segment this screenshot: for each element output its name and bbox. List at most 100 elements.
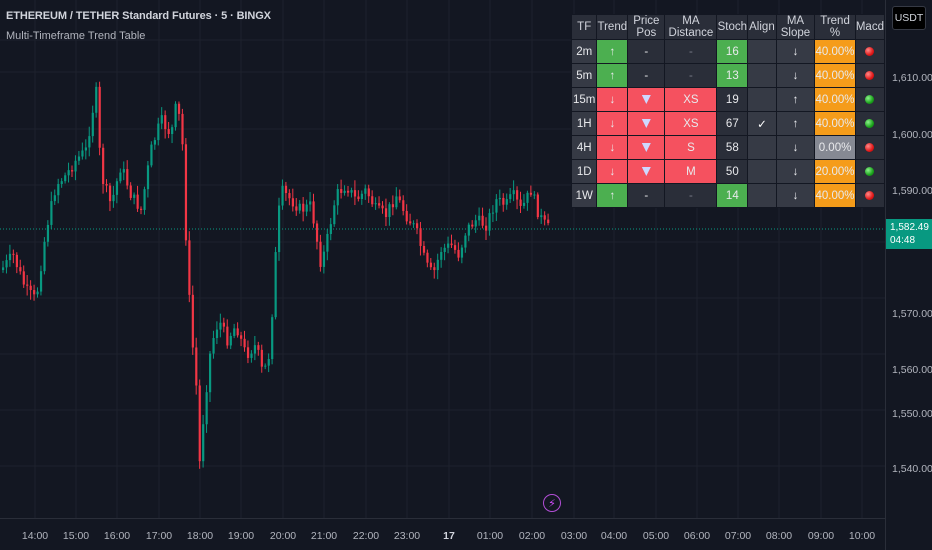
candlestick-chart[interactable] — [0, 0, 885, 518]
time-tick: 03:00 — [560, 530, 588, 542]
header-trend-pct: Trend % — [814, 14, 856, 40]
candle — [236, 322, 239, 338]
cell-ma-slope: ↑ — [775, 87, 816, 112]
candle — [271, 314, 274, 365]
chart-area[interactable]: ETHEREUM / TETHER Standard Futures · 5 ·… — [0, 0, 886, 518]
candle — [536, 192, 539, 220]
time-tick: 23:00 — [393, 530, 421, 542]
time-tick: 15:00 — [62, 530, 90, 542]
candle — [157, 117, 160, 146]
candle — [146, 160, 150, 198]
candle — [226, 319, 229, 349]
candle — [150, 141, 153, 168]
candle — [91, 105, 94, 143]
symbol-title[interactable]: ETHEREUM / TETHER Standard Futures · 5 ·… — [6, 10, 271, 22]
cell-macd — [854, 87, 886, 112]
cell-ma-slope: ↓ — [775, 183, 816, 208]
cell-trend-pct: 0.00% — [814, 135, 856, 160]
candle — [229, 332, 232, 350]
cell-macd — [854, 159, 886, 184]
candle — [502, 193, 505, 212]
candle — [398, 189, 401, 203]
candle — [119, 168, 122, 184]
time-tick: 16:00 — [103, 530, 131, 542]
cell-trend: ↓ — [596, 87, 629, 112]
candle — [388, 202, 391, 226]
candle — [305, 199, 308, 217]
cell-trend: ↓ — [596, 111, 629, 136]
candle — [471, 220, 474, 229]
cell-price-pos: - — [627, 183, 666, 208]
candle — [84, 139, 87, 160]
candle — [140, 206, 143, 215]
candle — [295, 198, 298, 216]
candle — [95, 82, 98, 118]
candle — [288, 189, 291, 206]
candle — [315, 220, 319, 250]
cell-stoch: 13 — [716, 63, 749, 88]
cell-trend-pct: 40.00% — [814, 63, 856, 88]
candle — [81, 142, 84, 160]
candle — [278, 197, 281, 261]
cell-stoch: 14 — [716, 183, 749, 208]
candle — [340, 179, 343, 199]
candle — [167, 121, 170, 139]
candle — [202, 414, 205, 468]
price-scale[interactable]: 1,610.00 1,600.00 1,590.00 1,570.00 1,560.00… — [885, 0, 932, 550]
macd-red-dot-icon — [865, 70, 875, 80]
currency-button[interactable]: USDT — [892, 6, 926, 30]
price-tick: 1,560.00 — [892, 364, 932, 376]
candle — [540, 208, 543, 224]
table-row: 5m ↑ - -13 ↓ 40.00% — [570, 63, 886, 88]
candle — [384, 198, 388, 227]
time-tick: 05:00 — [642, 530, 670, 542]
cell-trend: ↓ — [596, 159, 629, 184]
candle — [522, 194, 526, 209]
candle — [364, 184, 367, 200]
candle — [39, 265, 43, 296]
cell-ma-slope: ↓ — [775, 63, 816, 88]
bar-countdown: 04:48 — [890, 235, 916, 246]
candle — [436, 253, 439, 280]
macd-red-dot-icon — [865, 46, 875, 56]
time-tick: 06:00 — [683, 530, 711, 542]
candle — [195, 337, 198, 395]
candle — [547, 213, 550, 226]
table-row: 2m ↑ - -16 ↓ 40.00% — [570, 39, 886, 64]
candle — [419, 221, 422, 256]
candle — [353, 180, 357, 206]
cell-trend-pct: 40.00% — [814, 183, 856, 208]
cell-price-pos: - — [627, 39, 666, 64]
candle — [402, 195, 405, 216]
candle — [374, 197, 377, 210]
lightning-icon[interactable]: ⚡ — [543, 494, 561, 512]
price-tick: 1,590.00 — [892, 185, 932, 197]
cell-macd — [854, 39, 886, 64]
indicator-name[interactable]: Multi-Timeframe Trend Table — [6, 30, 146, 42]
candle — [533, 191, 536, 200]
candle — [333, 200, 336, 227]
candle — [240, 331, 243, 347]
time-tick: 17 — [443, 530, 455, 542]
cell-price-pos: ▼ — [627, 135, 666, 160]
candle — [329, 217, 332, 241]
candle — [112, 185, 115, 208]
time-scale[interactable]: 14:00 15:00 16:00 17:00 18:00 19:00 20:00 21:00… — [0, 518, 885, 550]
cell-align — [747, 135, 777, 160]
cell-ma-distance: XS — [664, 111, 718, 136]
candle — [15, 252, 18, 274]
candle — [184, 138, 188, 246]
candle — [74, 155, 77, 181]
candle — [122, 161, 125, 181]
candle — [246, 340, 250, 364]
cell-price-pos: ▼ — [627, 87, 666, 112]
header-price-pos: Price Pos — [627, 14, 666, 40]
cell-ma-slope: ↓ — [775, 39, 816, 64]
candle — [281, 179, 284, 210]
candle — [509, 187, 512, 204]
candle — [416, 219, 419, 235]
candle — [478, 207, 481, 226]
cell-stoch: 67 — [716, 111, 749, 136]
candle — [422, 241, 426, 256]
candle — [405, 204, 408, 225]
